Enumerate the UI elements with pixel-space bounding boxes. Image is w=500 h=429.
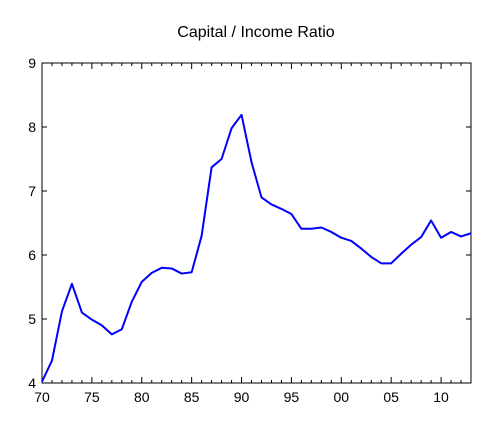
x-tick-label: 00 — [334, 389, 350, 405]
x-tick-label: 75 — [84, 389, 100, 405]
y-tick-label: 8 — [28, 119, 36, 135]
x-tick-label: 70 — [34, 389, 50, 405]
x-tick-label: 05 — [383, 389, 399, 405]
series-line — [41, 113, 472, 383]
x-tick-label: 10 — [433, 389, 449, 405]
x-tick-label: 95 — [284, 389, 300, 405]
y-tick-label: 5 — [28, 311, 36, 327]
y-tick-label: 9 — [28, 55, 36, 71]
chart-title: Capital / Income Ratio — [177, 24, 335, 41]
x-axis: 70 75 80 85 90 95 00 05 10 — [34, 63, 472, 405]
plot-area-frame — [41, 62, 472, 384]
y-tick-label: 6 — [28, 247, 36, 263]
y-tick-label: 4 — [28, 375, 36, 391]
y-axis: 4 5 6 7 8 9 — [28, 55, 471, 391]
x-tick-label: 80 — [134, 389, 150, 405]
x-tick-label: 85 — [184, 389, 200, 405]
x-tick-label: 90 — [234, 389, 250, 405]
y-tick-label: 7 — [28, 183, 36, 199]
